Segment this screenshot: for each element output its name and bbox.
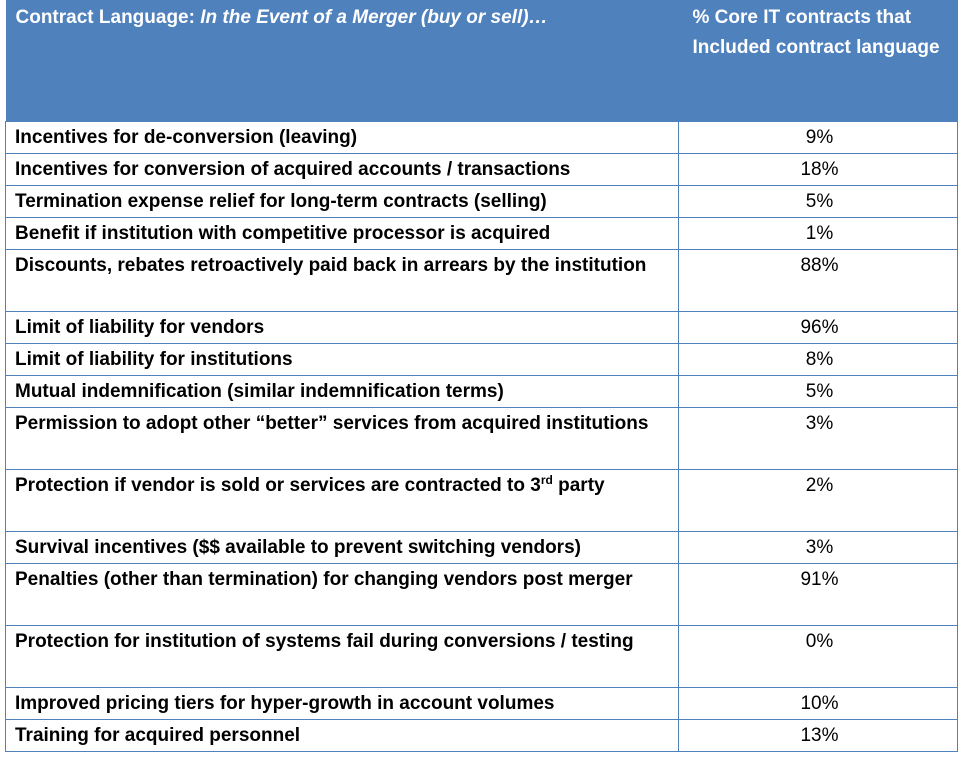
row-label: Training for acquired personnel [5,718,679,752]
row-value: 3% [678,406,958,470]
row-value: 2% [678,468,958,532]
table-row: Protection for institution of systems fa… [5,624,958,688]
row-label: Incentives for de-conversion (leaving) [5,120,679,154]
table-row: Benefit if institution with competitive … [5,216,958,250]
header-contract-language-italic: In the Event of a Merger (buy or sell)… [200,7,548,28]
header-contract-language-prefix: Contract Language: [15,7,201,28]
row-label: Survival incentives ($$ available to pre… [5,530,679,564]
contract-language-table: Contract Language: In the Event of a Mer… [5,0,958,752]
row-label-text-end: party [552,474,605,496]
table-row: Incentives for de-conversion (leaving) 9… [5,120,958,154]
row-value: 9% [678,120,958,154]
row-value: 88% [678,248,958,312]
table-row: Survival incentives ($$ available to pre… [5,530,958,564]
row-value: 8% [678,342,958,376]
row-value: 96% [678,310,958,344]
row-label-superscript: rd [540,472,553,487]
row-label: Termination expense relief for long-term… [5,184,679,218]
row-value: 5% [678,374,958,408]
table-row: Training for acquired personnel 13% [5,718,958,752]
row-value: 10% [678,686,958,720]
table-row: Discounts, rebates retroactively paid ba… [5,248,958,312]
row-value: 13% [678,718,958,752]
header-row: Contract Language: In the Event of a Mer… [5,0,958,121]
table-row: Penalties (other than termination) for c… [5,562,958,626]
row-value: 3% [678,530,958,564]
table-row: Incentives for conversion of acquired ac… [5,152,958,186]
row-label: Mutual indemnification (similar indemnif… [5,374,679,408]
row-label: Limit of liability for institutions [5,342,679,376]
row-label: Limit of liability for vendors [5,310,679,344]
row-label: Protection for institution of systems fa… [5,624,679,688]
row-label: Incentives for conversion of acquired ac… [5,152,679,186]
row-label: Benefit if institution with competitive … [5,216,679,250]
table-header: Contract Language: In the Event of a Mer… [5,0,958,121]
table-row: Termination expense relief for long-term… [5,184,958,218]
row-value: 5% [678,184,958,218]
row-value: 0% [678,624,958,688]
table-row: Improved pricing tiers for hyper-growth … [5,686,958,720]
header-contract-language: Contract Language: In the Event of a Mer… [5,0,679,121]
row-label: Protection if vendor is sold or services… [5,468,679,532]
row-value: 18% [678,152,958,186]
table-row: Limit of liability for vendors 96% [5,310,958,344]
row-label: Discounts, rebates retroactively paid ba… [5,248,679,312]
header-percent-contracts: % Core IT contracts that Included contra… [678,0,958,121]
row-label: Permission to adopt other “better” servi… [5,406,679,470]
row-label: Penalties (other than termination) for c… [5,562,679,626]
row-value: 91% [678,562,958,626]
table-body: Incentives for de-conversion (leaving) 9… [5,120,958,752]
table-row: Permission to adopt other “better” servi… [5,406,958,470]
table-row: Protection if vendor is sold or services… [5,468,958,532]
table-row: Limit of liability for institutions 8% [5,342,958,376]
contract-language-table-container: Contract Language: In the Event of a Mer… [5,0,958,752]
row-value: 1% [678,216,958,250]
row-label: Improved pricing tiers for hyper-growth … [5,686,679,720]
row-label-text: Protection if vendor is sold or services… [15,474,541,496]
table-row: Mutual indemnification (similar indemnif… [5,374,958,408]
